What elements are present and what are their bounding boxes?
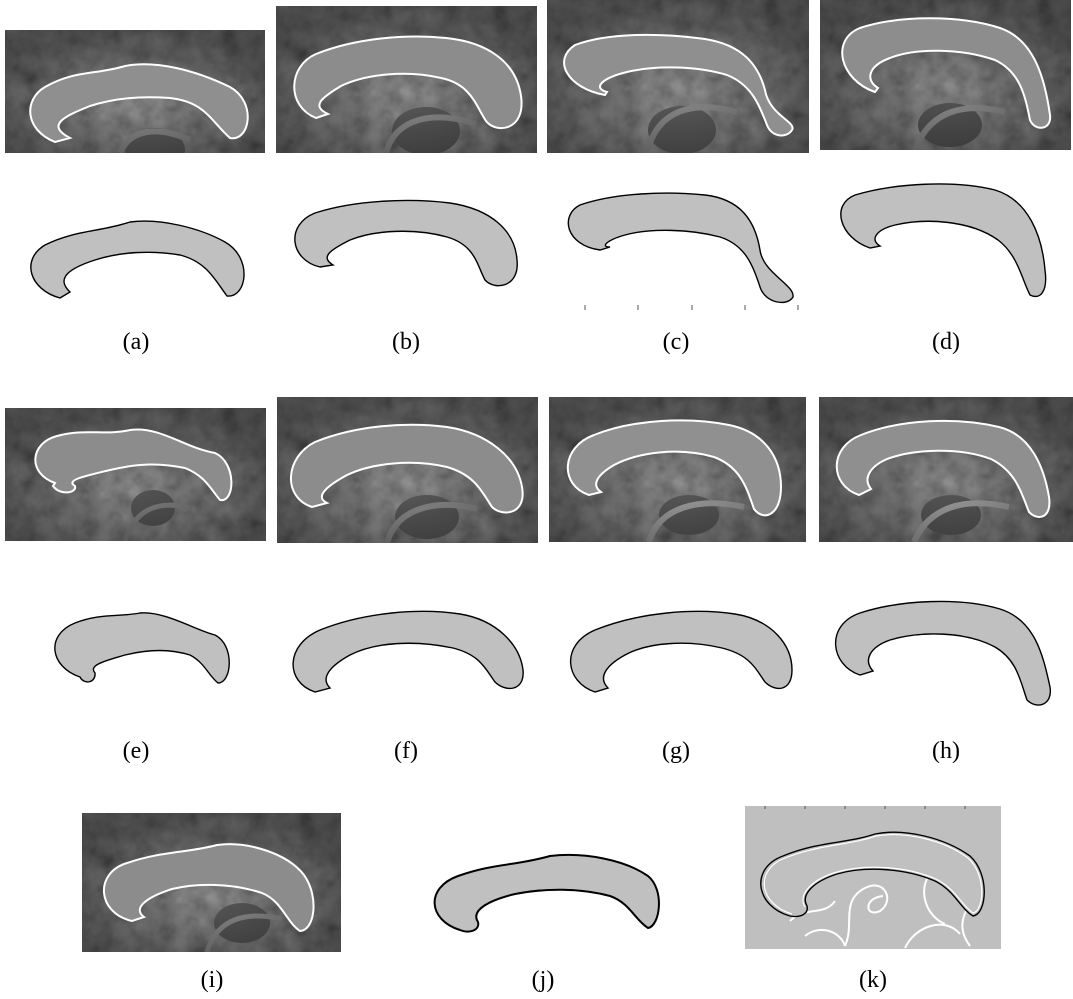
caption-e: (e) xyxy=(122,738,150,764)
caption-d: (d) xyxy=(932,329,960,355)
segmentation-mask xyxy=(292,610,524,693)
mask-panel-a xyxy=(15,210,260,305)
mri-panel-g xyxy=(549,397,806,542)
mask-panel-c xyxy=(555,185,805,310)
segmentation-mask xyxy=(569,610,793,693)
mri-panel-a xyxy=(5,30,265,153)
segmentation-mask xyxy=(567,192,794,304)
mask-panel-e xyxy=(40,605,240,690)
corpus-callosum-contour xyxy=(29,63,249,144)
mask-panel-d xyxy=(830,180,1065,305)
segmentation-mask xyxy=(54,612,230,684)
segmentation-contour xyxy=(760,831,985,918)
caption-j: (j) xyxy=(531,967,555,993)
mask-panel-j xyxy=(420,848,665,938)
corpus-callosum-contour xyxy=(102,843,315,933)
mri-panel-d xyxy=(820,0,1071,150)
segmentation-mask xyxy=(433,853,660,933)
caption-f: (f) xyxy=(394,738,418,764)
mri-panel-f xyxy=(277,397,538,543)
mri-panel-i xyxy=(82,813,341,952)
segmentation-mask xyxy=(834,600,1051,706)
caption-a: (a) xyxy=(122,329,150,355)
mask-panel-h xyxy=(825,595,1065,710)
corpus-callosum-contour xyxy=(566,419,783,517)
corpus-callosum-contour xyxy=(289,423,524,514)
segmentation-mask xyxy=(294,199,518,287)
corpus-callosum-contour xyxy=(841,17,1052,129)
mri-panel-c xyxy=(547,0,809,153)
caption-k: (k) xyxy=(859,967,887,993)
mask-panel-f xyxy=(285,600,530,700)
caption-c: (c) xyxy=(662,329,690,355)
corpus-callosum-contour xyxy=(835,419,1051,518)
caption-i: (i) xyxy=(200,967,224,993)
segmentation-mask xyxy=(840,183,1047,297)
mri-panel-b xyxy=(276,6,537,153)
result-panel-k xyxy=(745,806,1001,949)
mask-panel-g xyxy=(560,600,800,700)
axis-ticks xyxy=(764,806,966,809)
corpus-callosum-contour xyxy=(293,35,523,129)
caption-h: (h) xyxy=(932,738,960,764)
mask-panel-b xyxy=(285,195,530,295)
mri-panel-h xyxy=(819,397,1073,542)
corpus-callosum-contour xyxy=(34,428,233,502)
caption-g: (g) xyxy=(662,738,690,764)
segmentation-mask xyxy=(30,220,245,299)
mri-panel-e xyxy=(5,408,266,541)
axis-ticks xyxy=(584,305,799,310)
caption-b: (b) xyxy=(392,329,420,355)
corpus-callosum-contour xyxy=(563,33,794,137)
